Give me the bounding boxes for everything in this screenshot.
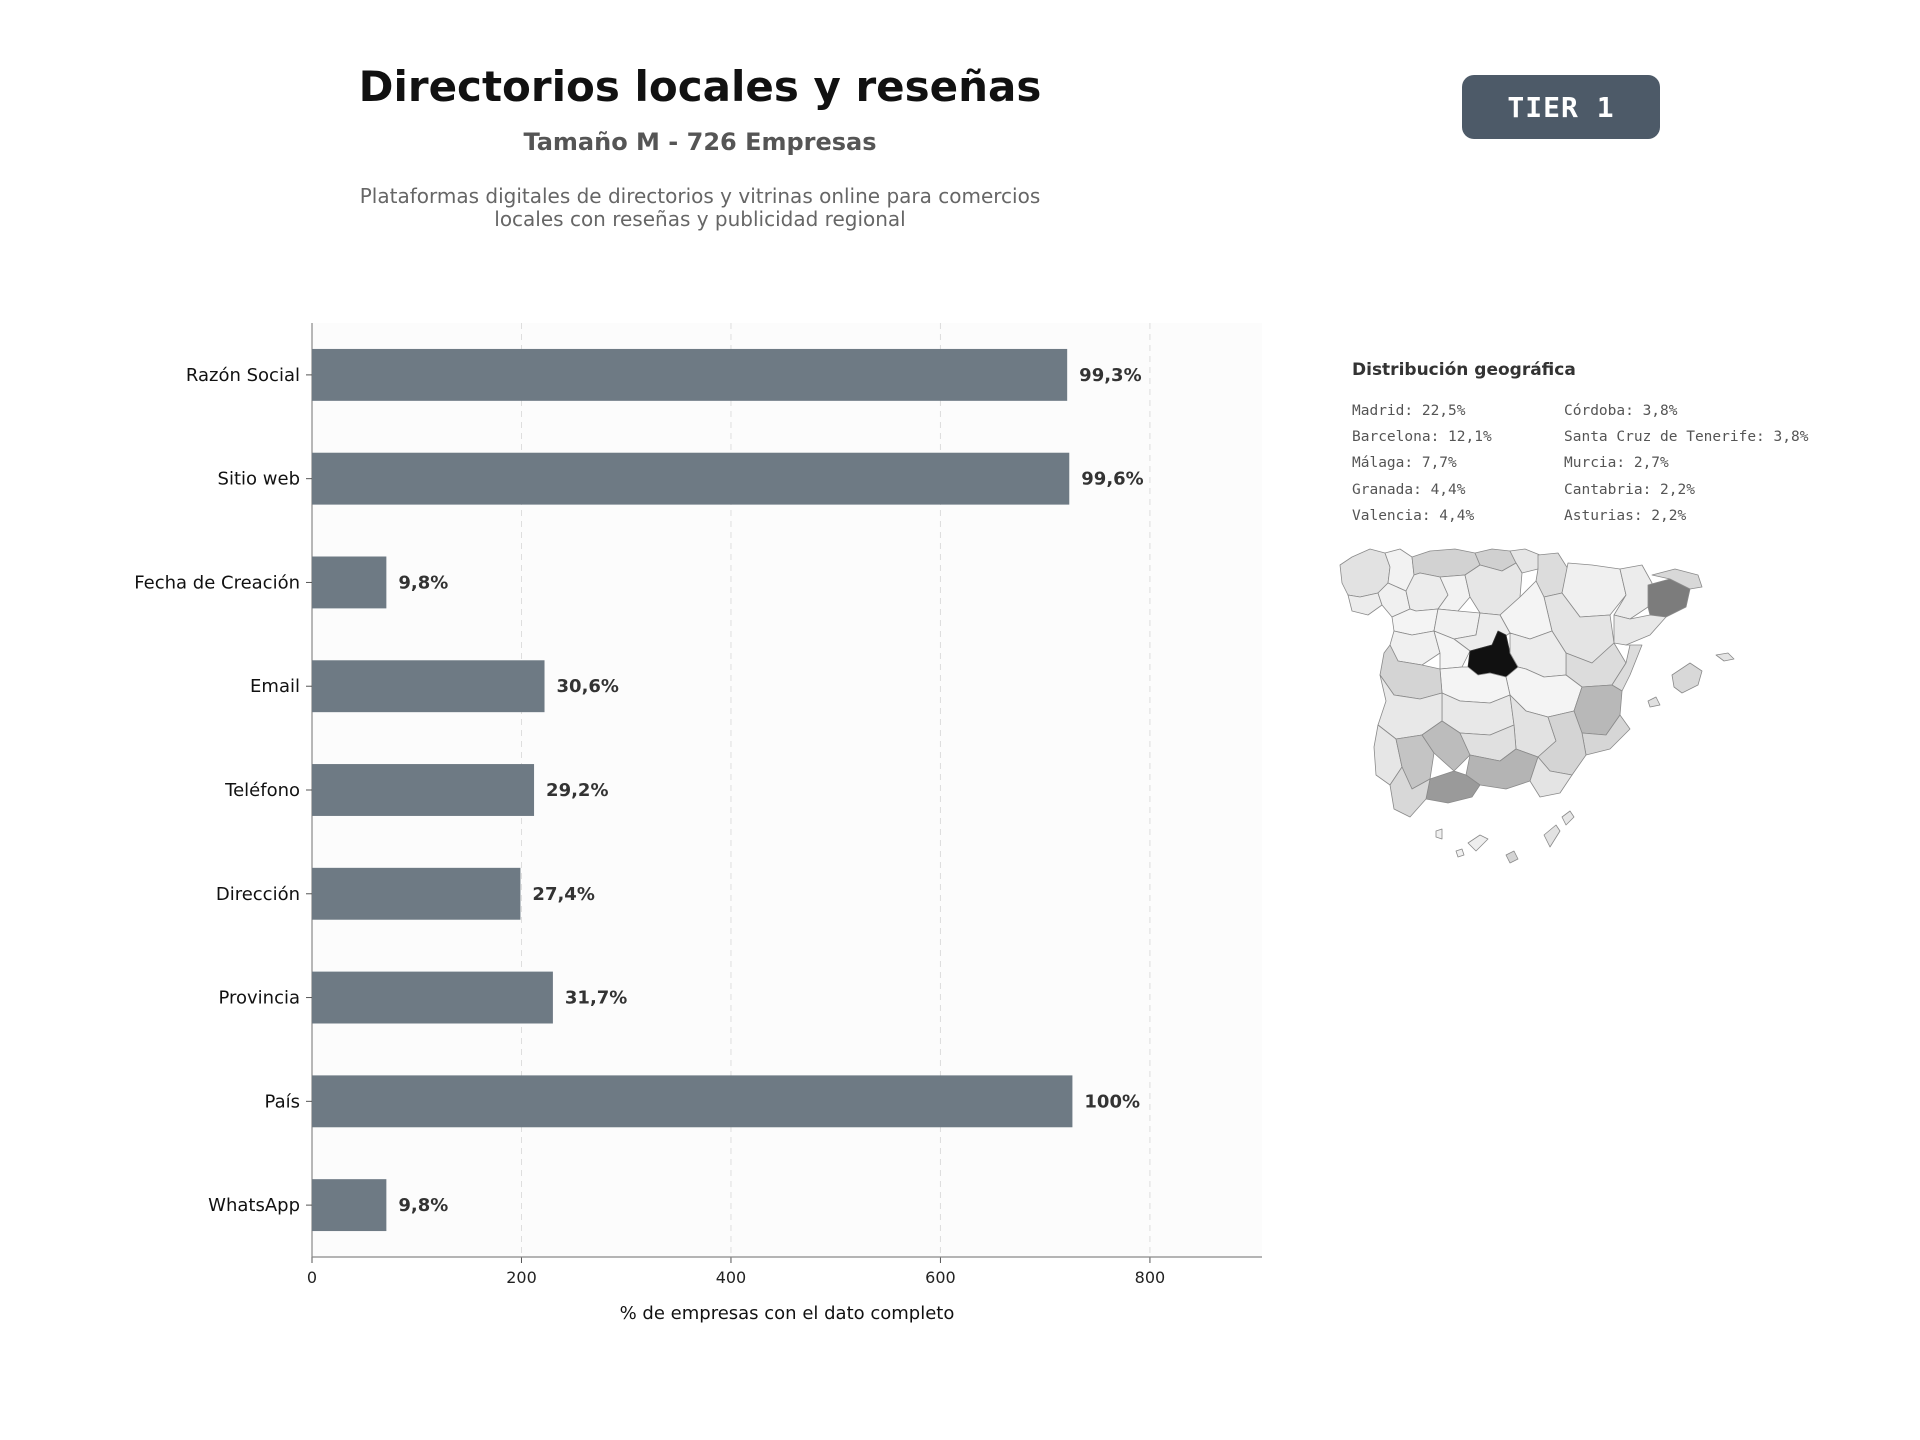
bar bbox=[312, 452, 1070, 505]
tier-badge: TIER 1 bbox=[1462, 75, 1660, 139]
map-region-gran-canaria bbox=[1505, 850, 1519, 864]
bar bbox=[312, 867, 521, 920]
map-region-girona bbox=[1651, 568, 1703, 590]
spain-province-map bbox=[1339, 548, 1735, 864]
map-region-pontevedra bbox=[1347, 592, 1383, 616]
map-region-almeria bbox=[1529, 756, 1573, 798]
x-tick-label: 400 bbox=[716, 1268, 747, 1287]
map-region-tenerife bbox=[1467, 834, 1489, 852]
x-tick-label: 0 bbox=[307, 1268, 317, 1287]
bar bbox=[312, 1179, 387, 1232]
map-region-tarragona bbox=[1613, 614, 1667, 646]
geo-item: Murcia: 2,7% bbox=[1564, 455, 1669, 472]
bar bbox=[312, 1075, 1073, 1128]
x-tick-label: 200 bbox=[506, 1268, 537, 1287]
map-region-menorca bbox=[1715, 652, 1735, 662]
geo-item: Córdoba: 3,8% bbox=[1564, 403, 1678, 419]
geo-item: Santa Cruz de Tenerife: 3,8% bbox=[1564, 429, 1809, 446]
map-region-burgos bbox=[1464, 562, 1523, 616]
map-region-ibiza bbox=[1647, 696, 1661, 708]
y-category-label: Dirección bbox=[216, 884, 300, 905]
x-tick-label: 600 bbox=[925, 1268, 956, 1287]
geo-item: Cantabria: 2,2% bbox=[1564, 481, 1695, 498]
y-category-label: Teléfono bbox=[224, 780, 300, 801]
bar-value-label: 30,6% bbox=[557, 676, 619, 697]
description-line-2: locales con reseñas y publicidad regiona… bbox=[494, 207, 906, 231]
geo-list-column-1: Madrid: 22,5% Barcelona: 12,1% Málaga: 7… bbox=[1352, 398, 1492, 529]
geo-item: Málaga: 7,7% bbox=[1352, 455, 1457, 472]
geo-item: Valencia: 4,4% bbox=[1352, 507, 1475, 524]
bar-value-label: 99,6% bbox=[1081, 469, 1143, 490]
chart-title: Directorios locales y reseñas bbox=[358, 62, 1042, 111]
bar-value-label: 9,8% bbox=[398, 572, 448, 593]
geo-distribution-title: Distribución geográfica bbox=[1352, 360, 1576, 380]
bar bbox=[312, 348, 1068, 401]
geo-item: Granada: 4,4% bbox=[1352, 481, 1466, 498]
map-region-lleida bbox=[1613, 564, 1653, 620]
y-category-label: Razón Social bbox=[186, 365, 300, 386]
y-category-label: Sitio web bbox=[218, 469, 300, 490]
description-line-1: Plataformas digitales de directorios y v… bbox=[359, 184, 1041, 208]
map-region-la-palma bbox=[1435, 828, 1443, 840]
bar bbox=[312, 971, 553, 1024]
bar bbox=[312, 660, 545, 713]
chart-subtitle: Tamaño M - 726 Empresas bbox=[523, 128, 877, 156]
geo-item: Asturias: 2,2% bbox=[1564, 507, 1687, 524]
bar-value-label: 31,7% bbox=[565, 988, 627, 1009]
y-category-label: WhatsApp bbox=[208, 1195, 300, 1216]
y-category-label: Fecha de Creación bbox=[134, 572, 300, 593]
map-region-cadiz bbox=[1389, 766, 1431, 818]
map-region-castellon bbox=[1611, 644, 1643, 692]
chart-description: Plataformas digitales de directorios y v… bbox=[300, 185, 1100, 231]
y-category-label: País bbox=[265, 1091, 300, 1112]
map-region-fuerteventura bbox=[1543, 824, 1561, 848]
bar bbox=[312, 764, 535, 816]
bar-value-label: 9,8% bbox=[398, 1195, 448, 1216]
bar-value-label: 99,3% bbox=[1079, 365, 1141, 386]
y-category-label: Email bbox=[250, 676, 300, 697]
geo-item: Barcelona: 12,1% bbox=[1352, 429, 1492, 446]
geo-list-column-2: Córdoba: 3,8% Santa Cruz de Tenerife: 3,… bbox=[1564, 398, 1808, 529]
x-axis-label: % de empresas con el dato completo bbox=[620, 1303, 955, 1324]
map-region-lanzarote bbox=[1561, 810, 1575, 826]
map-region-gomera bbox=[1455, 848, 1465, 858]
bar-value-label: 100% bbox=[1084, 1091, 1140, 1112]
map-region-mallorca bbox=[1671, 662, 1703, 694]
bar bbox=[312, 556, 387, 609]
x-tick-label: 800 bbox=[1135, 1268, 1166, 1287]
geo-item: Madrid: 22,5% bbox=[1352, 403, 1466, 419]
map-region-malaga bbox=[1425, 770, 1481, 804]
bar-value-label: 29,2% bbox=[546, 780, 608, 801]
y-category-label: Provincia bbox=[218, 988, 300, 1009]
bar-value-label: 27,4% bbox=[532, 884, 594, 905]
